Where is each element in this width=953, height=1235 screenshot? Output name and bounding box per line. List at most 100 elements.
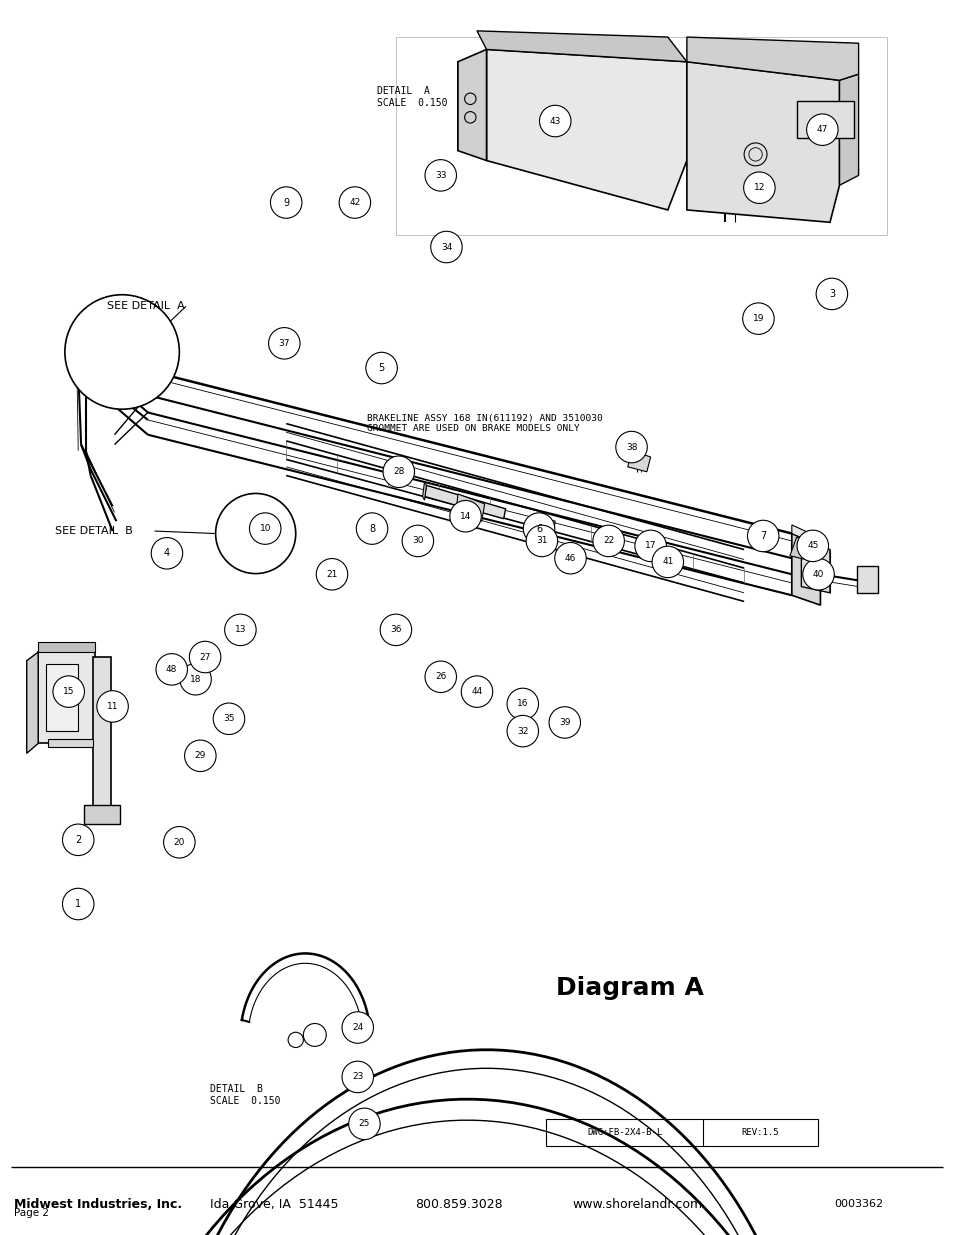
Circle shape xyxy=(179,663,212,695)
Text: Midwest Industries, Inc.: Midwest Industries, Inc. xyxy=(14,1198,182,1210)
Bar xyxy=(84,805,120,824)
Text: 46: 46 xyxy=(564,553,576,563)
Text: 26: 26 xyxy=(435,672,446,682)
Circle shape xyxy=(382,456,414,488)
Circle shape xyxy=(63,824,93,856)
Polygon shape xyxy=(476,31,686,62)
Text: 27: 27 xyxy=(199,652,211,662)
Text: 23: 23 xyxy=(352,1072,363,1082)
Text: 16: 16 xyxy=(517,699,528,709)
Polygon shape xyxy=(457,49,486,161)
Text: 14: 14 xyxy=(459,511,471,521)
Circle shape xyxy=(52,676,84,708)
Circle shape xyxy=(349,1108,379,1140)
Circle shape xyxy=(151,537,183,569)
Circle shape xyxy=(401,525,433,557)
Text: 37: 37 xyxy=(278,338,290,348)
Circle shape xyxy=(341,1061,374,1093)
Circle shape xyxy=(425,159,456,191)
Polygon shape xyxy=(801,541,829,593)
Polygon shape xyxy=(27,652,38,753)
Text: 32: 32 xyxy=(517,726,528,736)
Circle shape xyxy=(815,278,846,310)
Polygon shape xyxy=(38,642,95,652)
Text: 22: 22 xyxy=(602,536,614,546)
Circle shape xyxy=(268,327,299,359)
Circle shape xyxy=(379,614,411,646)
Text: 41: 41 xyxy=(661,557,673,567)
Polygon shape xyxy=(839,74,858,185)
Circle shape xyxy=(341,1011,374,1044)
Polygon shape xyxy=(38,652,95,743)
Polygon shape xyxy=(627,451,650,472)
Bar xyxy=(93,657,111,818)
Circle shape xyxy=(271,186,301,219)
Circle shape xyxy=(215,494,295,573)
Text: 33: 33 xyxy=(435,170,446,180)
Circle shape xyxy=(635,530,665,562)
Text: DETAIL  A
SCALE  0.150: DETAIL A SCALE 0.150 xyxy=(376,86,447,107)
Circle shape xyxy=(65,295,179,409)
Polygon shape xyxy=(789,537,821,562)
Circle shape xyxy=(746,520,778,552)
Bar xyxy=(545,1119,817,1146)
Polygon shape xyxy=(791,534,820,605)
Text: 2: 2 xyxy=(75,835,81,845)
Text: 45: 45 xyxy=(806,541,818,551)
Circle shape xyxy=(338,186,370,219)
Text: 47: 47 xyxy=(816,125,827,135)
Text: 15: 15 xyxy=(63,687,74,697)
Polygon shape xyxy=(46,664,78,731)
Text: 42: 42 xyxy=(349,198,360,207)
Polygon shape xyxy=(486,49,686,210)
Text: 8: 8 xyxy=(369,524,375,534)
Circle shape xyxy=(538,105,570,137)
Circle shape xyxy=(805,114,837,146)
Circle shape xyxy=(250,513,280,545)
Circle shape xyxy=(743,172,774,204)
Circle shape xyxy=(185,740,215,772)
Circle shape xyxy=(315,558,347,590)
Polygon shape xyxy=(48,739,93,747)
Text: 21: 21 xyxy=(326,569,337,579)
Text: 19: 19 xyxy=(752,314,763,324)
Polygon shape xyxy=(422,482,426,500)
Circle shape xyxy=(156,653,187,685)
Circle shape xyxy=(164,826,194,858)
Text: Page 2: Page 2 xyxy=(14,1208,50,1218)
Circle shape xyxy=(554,542,585,574)
Polygon shape xyxy=(686,62,839,222)
Text: SEE DETAIL  A: SEE DETAIL A xyxy=(107,301,184,311)
Text: 9: 9 xyxy=(283,198,289,207)
Text: 48: 48 xyxy=(166,664,177,674)
Text: 35: 35 xyxy=(223,714,234,724)
Text: Diagram A: Diagram A xyxy=(555,976,703,1000)
Text: 7: 7 xyxy=(760,531,765,541)
Polygon shape xyxy=(532,516,555,534)
Text: 44: 44 xyxy=(471,687,482,697)
Text: 800.859.3028: 800.859.3028 xyxy=(415,1198,502,1210)
Circle shape xyxy=(507,688,537,720)
Text: BRAKELINE ASSY 168 IN(611192) AND 3510030
GROMMET ARE USED ON BRAKE MODELS ONLY: BRAKELINE ASSY 168 IN(611192) AND 351003… xyxy=(367,414,602,433)
Text: 5: 5 xyxy=(378,363,384,373)
Text: 1: 1 xyxy=(75,899,81,909)
Circle shape xyxy=(63,888,93,920)
Text: 6: 6 xyxy=(536,524,541,534)
Circle shape xyxy=(225,614,255,646)
Text: 10: 10 xyxy=(259,524,271,534)
Circle shape xyxy=(592,525,623,557)
Text: 30: 30 xyxy=(412,536,423,546)
Text: 18: 18 xyxy=(190,674,201,684)
Circle shape xyxy=(449,500,480,532)
Circle shape xyxy=(616,431,646,463)
Text: Ida Grove, IA  51445: Ida Grove, IA 51445 xyxy=(210,1198,338,1210)
Text: 43: 43 xyxy=(549,116,560,126)
Text: 4: 4 xyxy=(164,548,170,558)
Circle shape xyxy=(431,231,461,263)
Circle shape xyxy=(366,352,396,384)
Text: www.shorelandr.com: www.shorelandr.com xyxy=(572,1198,701,1210)
Text: DWG:FB-2X4-B-L: DWG:FB-2X4-B-L xyxy=(586,1128,661,1137)
Text: 25: 25 xyxy=(358,1119,370,1129)
Circle shape xyxy=(651,546,682,578)
Circle shape xyxy=(548,706,579,739)
